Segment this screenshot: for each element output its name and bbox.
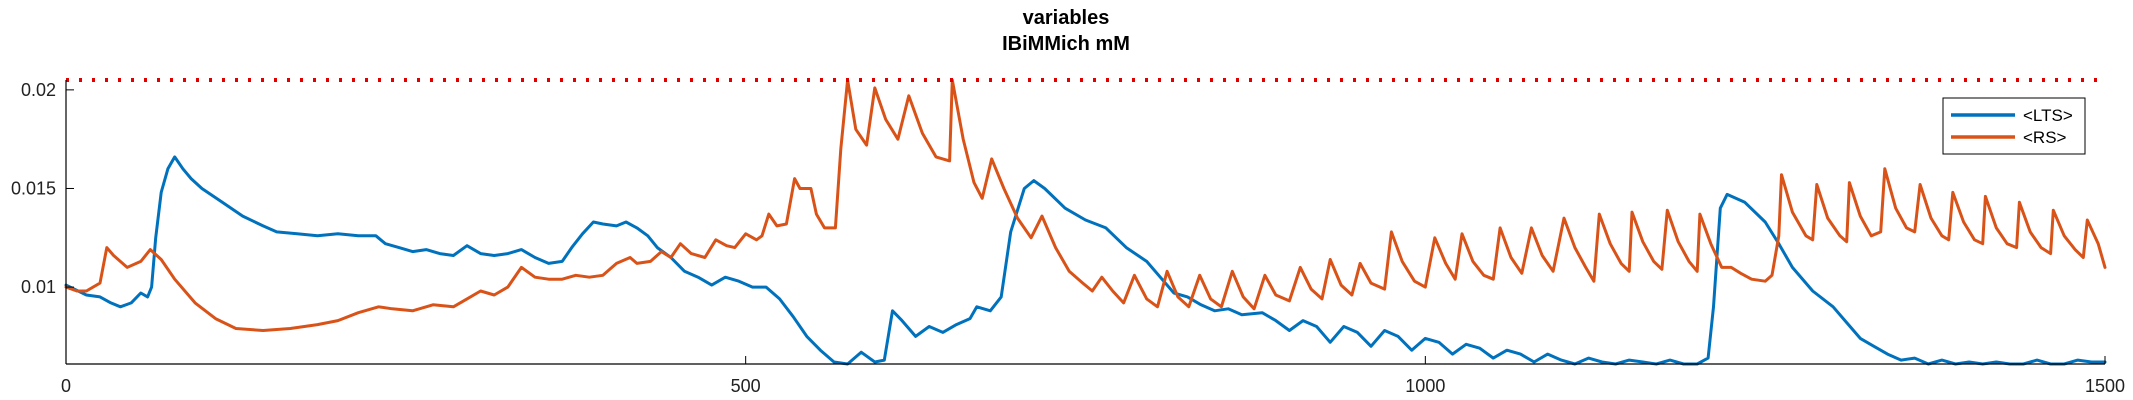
axes: 0 500 1000 1500 0.01 0.015 0.02 [11, 80, 2125, 396]
x-tick-label: 500 [731, 376, 761, 396]
chart-subtitle: IBiMMich mM [1002, 33, 1130, 55]
x-tick-label: 0 [61, 376, 71, 396]
y-tick-label: 0.01 [21, 277, 56, 297]
plot-area [64, 78, 2107, 366]
y-tick-label: 0.015 [11, 178, 56, 198]
legend: <LTS> <RS> [1942, 97, 2086, 155]
y-tick-label: 0.02 [21, 80, 56, 100]
series-line-rs [64, 78, 2107, 332]
legend-box [1942, 97, 2086, 155]
chart-title: variables [1023, 7, 1110, 29]
x-tick-label: 1500 [2085, 376, 2125, 396]
legend-label-lts: <LTS> [2023, 106, 2073, 125]
x-tick-label: 1000 [1405, 376, 1445, 396]
legend-label-rs: <RS> [2023, 128, 2067, 147]
series-line-lts [64, 155, 2107, 366]
